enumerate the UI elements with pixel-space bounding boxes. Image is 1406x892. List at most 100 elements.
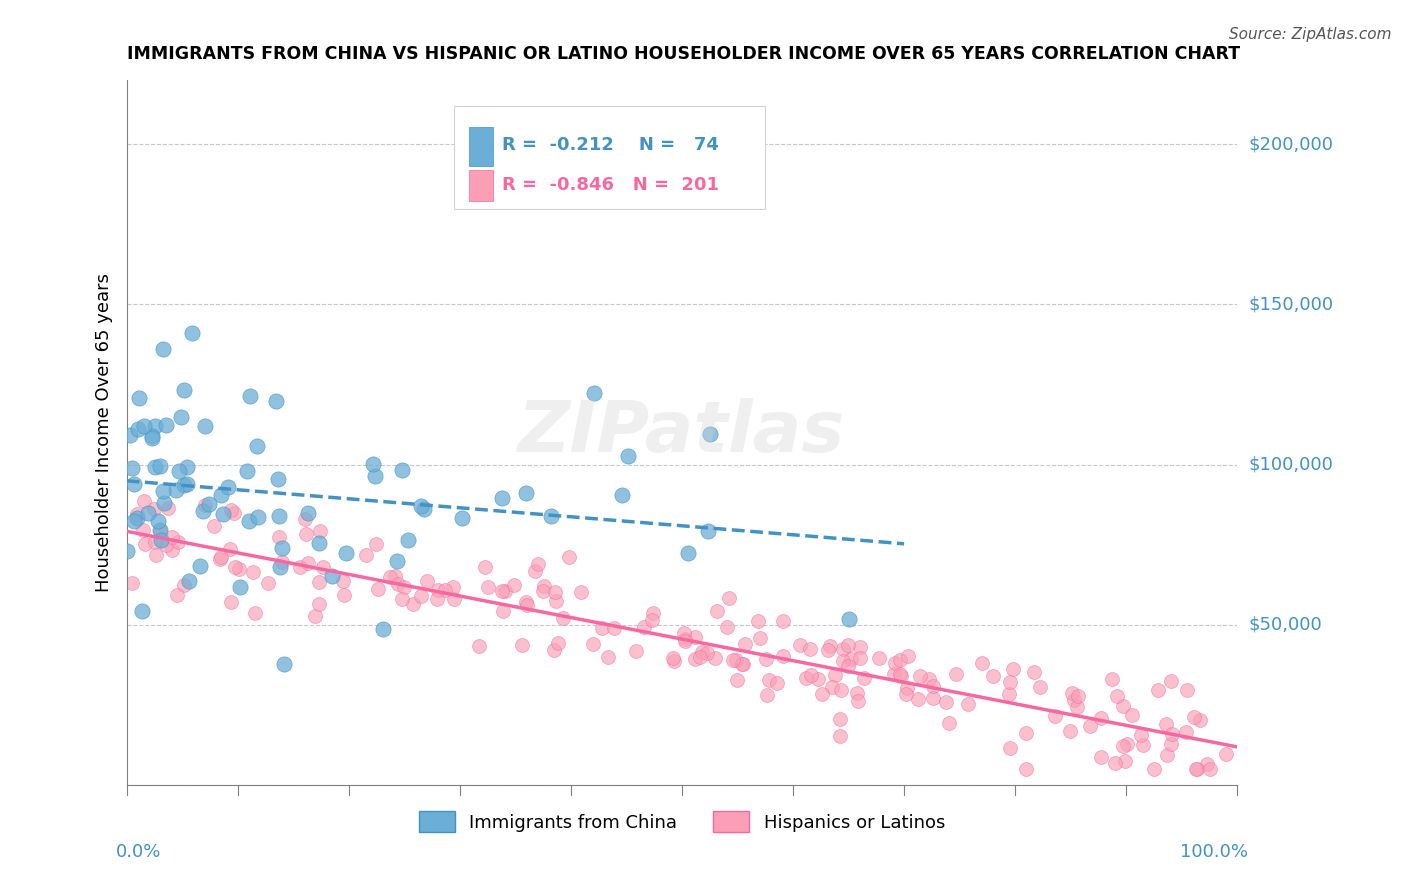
Hispanics or Latinos — [166, 588, 188, 602]
Immigrants from China — [264, 394, 287, 409]
Hispanics or Latinos — [309, 524, 332, 538]
Hispanics or Latinos — [718, 591, 741, 605]
Hispanics or Latinos — [683, 630, 706, 644]
Hispanics or Latinos — [467, 639, 489, 653]
Hispanics or Latinos — [673, 632, 696, 647]
Hispanics or Latinos — [160, 543, 183, 558]
Text: IMMIGRANTS FROM CHINA VS HISPANIC OR LATINO HOUSEHOLDER INCOME OVER 65 YEARS COR: IMMIGRANTS FROM CHINA VS HISPANIC OR LAT… — [127, 45, 1240, 63]
Immigrants from China — [699, 426, 721, 441]
Hispanics or Latinos — [294, 512, 316, 526]
Legend: Immigrants from China, Hispanics or Latinos: Immigrants from China, Hispanics or Lati… — [412, 804, 952, 839]
Hispanics or Latinos — [354, 548, 377, 562]
Immigrants from China — [194, 418, 217, 433]
Hispanics or Latinos — [789, 638, 811, 652]
Hispanics or Latinos — [690, 645, 713, 659]
Hispanics or Latinos — [1002, 662, 1025, 676]
Immigrants from China — [117, 543, 139, 558]
Hispanics or Latinos — [1059, 724, 1081, 739]
Hispanics or Latinos — [981, 669, 1004, 683]
Immigrants from China — [152, 496, 174, 510]
Hispanics or Latinos — [1060, 686, 1083, 700]
Hispanics or Latinos — [533, 579, 555, 593]
Hispanics or Latinos — [256, 576, 278, 591]
Hispanics or Latinos — [491, 583, 513, 598]
Hispanics or Latinos — [1189, 714, 1212, 728]
Hispanics or Latinos — [643, 606, 665, 620]
Hispanics or Latinos — [132, 494, 155, 508]
Immigrants from China — [217, 480, 239, 494]
Hispanics or Latinos — [416, 574, 439, 588]
Immigrants from China — [188, 559, 211, 574]
Immigrants from China — [191, 503, 214, 517]
Hispanics or Latinos — [748, 631, 770, 645]
Hispanics or Latinos — [378, 570, 401, 584]
Hispanics or Latinos — [1112, 739, 1135, 753]
Hispanics or Latinos — [155, 537, 177, 551]
Hispanics or Latinos — [515, 595, 537, 609]
Hispanics or Latinos — [922, 691, 945, 706]
Immigrants from China — [238, 514, 260, 528]
Text: R =  -0.212    N =   74: R = -0.212 N = 74 — [502, 136, 718, 154]
Immigrants from China — [143, 460, 166, 475]
Hispanics or Latinos — [685, 652, 707, 666]
Immigrants from China — [181, 326, 204, 340]
Immigrants from China — [229, 581, 252, 595]
Hispanics or Latinos — [544, 585, 567, 599]
Hispanics or Latinos — [1090, 711, 1112, 725]
Immigrants from China — [177, 574, 200, 589]
Hispanics or Latinos — [402, 597, 425, 611]
Hispanics or Latinos — [724, 653, 747, 667]
Hispanics or Latinos — [1115, 737, 1137, 751]
Hispanics or Latinos — [889, 667, 911, 681]
Text: 0.0%: 0.0% — [115, 843, 160, 861]
Hispanics or Latinos — [1143, 762, 1166, 776]
Hispanics or Latinos — [624, 644, 647, 658]
Hispanics or Latinos — [852, 671, 875, 685]
Hispanics or Latinos — [662, 654, 685, 668]
Hispanics or Latinos — [725, 673, 748, 687]
Immigrants from China — [396, 533, 419, 547]
Hispanics or Latinos — [1184, 762, 1206, 776]
Immigrants from China — [838, 611, 860, 625]
Hispanics or Latinos — [477, 580, 499, 594]
Immigrants from China — [385, 554, 408, 568]
Immigrants from China — [540, 509, 562, 524]
Hispanics or Latinos — [367, 582, 389, 596]
Hispanics or Latinos — [202, 519, 225, 533]
Immigrants from China — [361, 457, 384, 471]
Hispanics or Latinos — [731, 657, 754, 672]
Hispanics or Latinos — [308, 574, 330, 589]
Hispanics or Latinos — [387, 576, 409, 591]
Immigrants from China — [391, 463, 413, 477]
Immigrants from China — [136, 507, 159, 521]
Hispanics or Latinos — [208, 552, 231, 566]
Hispanics or Latinos — [297, 556, 319, 570]
Hispanics or Latinos — [492, 604, 515, 618]
Immigrants from China — [169, 464, 191, 478]
Hispanics or Latinos — [706, 604, 728, 618]
Hispanics or Latinos — [1104, 756, 1126, 771]
Hispanics or Latinos — [998, 674, 1021, 689]
Hispanics or Latinos — [957, 697, 980, 711]
Hispanics or Latinos — [970, 656, 993, 670]
Hispanics or Latinos — [569, 584, 592, 599]
Hispanics or Latinos — [547, 636, 569, 650]
Hispanics or Latinos — [523, 564, 546, 578]
Hispanics or Latinos — [756, 688, 779, 702]
Hispanics or Latinos — [918, 672, 941, 686]
Hispanics or Latinos — [411, 589, 433, 603]
Immigrants from China — [269, 559, 291, 574]
Hispanics or Latinos — [672, 626, 695, 640]
Immigrants from China — [515, 486, 537, 500]
Immigrants from China — [155, 418, 177, 433]
Hispanics or Latinos — [125, 507, 148, 521]
Hispanics or Latinos — [364, 537, 387, 551]
Hispanics or Latinos — [755, 652, 778, 666]
Hispanics or Latinos — [441, 581, 464, 595]
Hispanics or Latinos — [696, 646, 718, 660]
Hispanics or Latinos — [160, 530, 183, 544]
Text: ZIPatlas: ZIPatlas — [519, 398, 845, 467]
Hispanics or Latinos — [591, 621, 613, 635]
Hispanics or Latinos — [209, 549, 232, 564]
Immigrants from China — [197, 497, 219, 511]
